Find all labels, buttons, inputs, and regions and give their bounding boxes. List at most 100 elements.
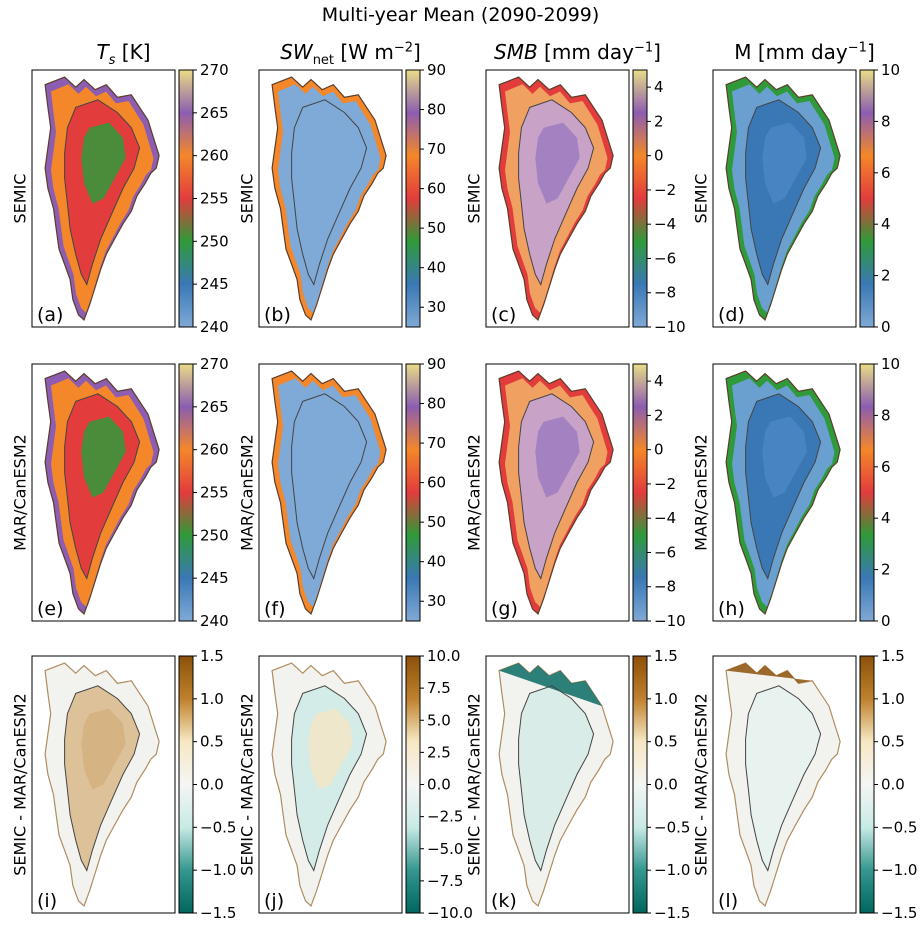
difference-shading bbox=[726, 663, 813, 684]
colorbar-tick-label: 60 bbox=[427, 474, 446, 492]
colorbar-tick-label: 0.0 bbox=[427, 776, 451, 794]
colorbar-tick-label: 10 bbox=[881, 61, 900, 79]
column-title-2: SWnet [W m−2] bbox=[280, 40, 421, 68]
colorbar-tick-label: −0.5 bbox=[200, 818, 236, 836]
map-panel: (h) 0 2 4 6 8 10 bbox=[712, 355, 900, 630]
colorbar-tick-label: −0.5 bbox=[654, 818, 690, 836]
map-panel: (e) 240 245 250 255 260 265 270 bbox=[31, 355, 229, 630]
colorbar bbox=[632, 69, 648, 328]
panel-label: (j) bbox=[264, 890, 284, 912]
difference-shading bbox=[64, 685, 140, 871]
colorbar-tick-label: −1.5 bbox=[654, 904, 690, 922]
map-panel: (j) −10.0 −7.5 −5.0 −2.5 0.0 2.5 5.0 7.5 10.0 bbox=[258, 647, 473, 922]
colorbar bbox=[178, 363, 194, 622]
colorbar bbox=[632, 655, 648, 914]
colorbar-tick-label: 6 bbox=[881, 164, 891, 182]
colorbar bbox=[859, 655, 875, 914]
colorbar-tick-label: 0.5 bbox=[881, 733, 905, 751]
panel-label: (e) bbox=[37, 598, 64, 620]
difference-shading bbox=[499, 663, 602, 707]
colorbar-tick-label: −2 bbox=[654, 475, 676, 493]
colorbar-tick-label: 0.0 bbox=[881, 776, 905, 794]
colorbar-tick-label: 255 bbox=[200, 190, 229, 208]
colorbar bbox=[405, 69, 421, 328]
colorbar-tick-label: −7.5 bbox=[427, 872, 463, 890]
colorbar-tick-label: 90 bbox=[427, 61, 446, 79]
interior-contour bbox=[518, 685, 595, 872]
interior-core bbox=[535, 122, 580, 204]
colorbar-tick-label: 1.0 bbox=[200, 690, 224, 708]
colorbar-tick-label: 2 bbox=[654, 406, 664, 424]
colorbar-tick-label: 80 bbox=[427, 395, 446, 413]
colorbar-tick-label: 60 bbox=[427, 180, 446, 198]
colorbar-tick-label: −1.0 bbox=[654, 861, 690, 879]
colorbar bbox=[178, 655, 194, 914]
colorbar-tick-label: −1.5 bbox=[200, 904, 236, 922]
colorbar-tick-label: 6 bbox=[881, 458, 891, 476]
colorbar-tick-label: −4 bbox=[654, 509, 676, 527]
colorbar-tick-label: −8 bbox=[654, 578, 676, 596]
interior-core bbox=[81, 416, 126, 498]
colorbar-tick-label: 265 bbox=[200, 104, 229, 122]
interior-core bbox=[762, 416, 807, 498]
column-title-1: Ts [K] bbox=[96, 40, 151, 68]
difference-shading bbox=[745, 685, 821, 871]
colorbar-tick-label: 90 bbox=[427, 355, 446, 373]
colorbar-tick-label: −1.0 bbox=[881, 861, 917, 879]
panel-label: (b) bbox=[264, 304, 291, 326]
colorbar-tick-label: 4 bbox=[654, 372, 664, 390]
map-panel: (a) 240 245 250 255 260 265 270 bbox=[31, 61, 229, 336]
interior-contour bbox=[745, 685, 822, 872]
map-panel: (i) −1.5 −1.0 −0.5 0.0 0.5 1.0 1.5 bbox=[31, 647, 236, 922]
colorbar-tick-label: 40 bbox=[427, 553, 446, 571]
map-panel: (c) −10 −8 −6 −4 −2 0 2 4 bbox=[485, 69, 686, 336]
panel-label: (f) bbox=[264, 598, 286, 620]
panel-label: (i) bbox=[37, 890, 57, 912]
map-panel: (b) 30 40 50 60 70 80 90 bbox=[258, 61, 446, 328]
colorbar bbox=[859, 363, 875, 622]
colorbar bbox=[178, 69, 194, 328]
map-panel: (l) −1.5 −1.0 −0.5 0.0 0.5 1.0 1.5 bbox=[712, 647, 917, 922]
colorbar-tick-label: −10.0 bbox=[427, 904, 473, 922]
colorbar-tick-label: 240 bbox=[200, 612, 229, 630]
interior-contour bbox=[64, 685, 141, 872]
colorbar-tick-label: 265 bbox=[200, 398, 229, 416]
colorbar-tick-label: 270 bbox=[200, 61, 229, 79]
interior-core bbox=[81, 122, 126, 204]
map-panel: (k) −1.5 −1.0 −0.5 0.0 0.5 1.0 1.5 bbox=[485, 647, 690, 922]
map-panel: (d) 0 2 4 6 8 10 bbox=[712, 61, 900, 336]
panel-label: (a) bbox=[37, 304, 63, 326]
colorbar-tick-label: 240 bbox=[200, 318, 229, 336]
colorbar-tick-label: 0 bbox=[654, 147, 664, 165]
column-title-4: M [mm day−1] bbox=[734, 40, 875, 64]
colorbar-tick-label: 245 bbox=[200, 569, 229, 587]
panel-label: (c) bbox=[491, 304, 516, 326]
colorbar-tick-label: 4 bbox=[654, 78, 664, 96]
colorbar-tick-label: 0 bbox=[881, 318, 891, 336]
colorbar-tick-label: 2.5 bbox=[427, 743, 451, 761]
colorbar-tick-label: 1.0 bbox=[654, 690, 678, 708]
colorbar-tick-label: −2 bbox=[654, 181, 676, 199]
colorbar-tick-label: 270 bbox=[200, 355, 229, 373]
colorbar-tick-label: 1.5 bbox=[881, 647, 905, 665]
colorbar-tick-label: 250 bbox=[200, 232, 229, 250]
colorbar-tick-label: 70 bbox=[427, 434, 446, 452]
colorbar-tick-label: 80 bbox=[427, 101, 446, 119]
colorbar-tick-label: 70 bbox=[427, 140, 446, 158]
colorbar-tick-label: 4 bbox=[881, 215, 891, 233]
panel-label: (k) bbox=[491, 890, 517, 912]
colorbar-tick-label: 0 bbox=[881, 612, 891, 630]
colorbar-tick-label: 5.0 bbox=[427, 711, 451, 729]
colorbar bbox=[405, 655, 421, 914]
interior-core bbox=[308, 416, 353, 498]
colorbar bbox=[632, 363, 648, 622]
colorbar-tick-label: 0.5 bbox=[200, 733, 224, 751]
colorbar-tick-label: −1.5 bbox=[881, 904, 917, 922]
panel-label: (h) bbox=[718, 598, 745, 620]
colorbar-tick-label: 260 bbox=[200, 147, 229, 165]
colorbar-tick-label: −5.0 bbox=[427, 840, 463, 858]
interior-core bbox=[762, 122, 807, 204]
colorbar-tick-label: −1.0 bbox=[200, 861, 236, 879]
colorbar-tick-label: −6 bbox=[654, 249, 676, 267]
